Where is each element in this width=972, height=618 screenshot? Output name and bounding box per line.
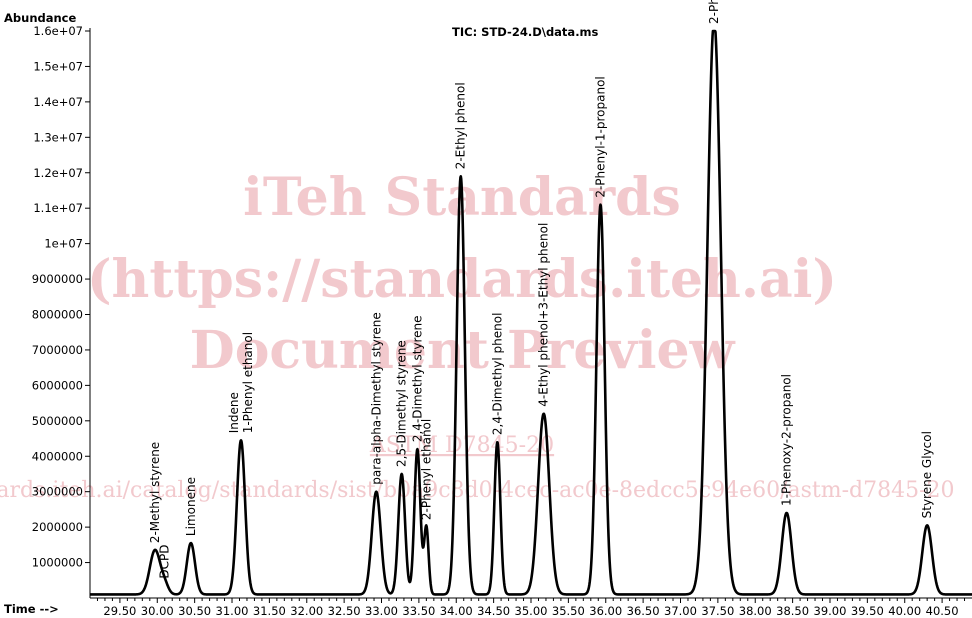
peak-label: 2,4-Dimethyl styrene	[410, 315, 424, 442]
peak-label: 2-Phenyl-1-propanol	[594, 76, 608, 197]
y-tick-label: 1.2e+07	[33, 166, 83, 180]
peak-label: 2-Ethyl phenol	[454, 82, 468, 169]
peak-label: 1-Phenyl ethanol	[241, 332, 255, 433]
x-tick-label: 39.00	[814, 604, 847, 618]
tic-trace-line	[89, 29, 972, 596]
x-tick-label: 32.50	[328, 604, 361, 618]
x-tick-label: 29.50	[103, 604, 136, 618]
x-tick-label: 34.00	[440, 604, 473, 618]
y-tick-label: 1.6e+07	[33, 24, 83, 38]
y-tick-label: 1.3e+07	[33, 130, 83, 144]
x-axis-label: Time -->	[4, 602, 59, 616]
y-tick-label: 8000000	[32, 308, 83, 322]
watermark-line-5: https://standards.iteh.ai/catalog/standa…	[0, 478, 955, 503]
peak-label: 1-Phenoxy-2-propanol	[780, 374, 794, 506]
x-tick-label: 30.00	[141, 604, 174, 618]
x-tick-label: 37.50	[701, 604, 734, 618]
x-tick-label: 32.00	[290, 604, 323, 618]
y-tick-label: 7000000	[32, 343, 83, 357]
peak-label: 2,5-Dimethyl styrene	[395, 340, 409, 467]
peak-label: para-alpha-Dimethyl styrene	[369, 312, 383, 484]
x-tick-label: 34.50	[477, 604, 510, 618]
watermark-line-4: ASTM D7845-20	[369, 433, 554, 458]
x-tick-label: 30.50	[178, 604, 211, 618]
peak-label: Styrene Glycol	[920, 431, 934, 518]
x-tick-label: 39.50	[851, 604, 884, 618]
x-tick-label: 36.50	[627, 604, 660, 618]
y-tick-label: 4000000	[32, 449, 83, 463]
x-tick-label: 35.50	[552, 604, 585, 618]
x-tick-label: 38.00	[739, 604, 772, 618]
y-tick-label: 1.1e+07	[33, 201, 83, 215]
chart-title: TIC: STD-24.D\data.ms	[452, 25, 599, 39]
x-tick-label: 33.00	[365, 604, 398, 618]
y-tick-label: 1.5e+07	[33, 59, 83, 73]
x-tick-label: 40.00	[888, 604, 921, 618]
y-tick-label: 2000000	[32, 520, 83, 534]
peak-label: 2-Phenyl ethanol	[419, 419, 433, 520]
peak-label: 4-Ethyl phenol+3-Ethyl phenol	[537, 223, 551, 407]
y-tick-label: 3000000	[32, 485, 83, 499]
x-tick-label: 38.50	[776, 604, 809, 618]
x-tick-label: 31.00	[216, 604, 249, 618]
y-axis-label: Abundance	[4, 11, 77, 25]
x-tick-label: 33.50	[402, 604, 435, 618]
watermark: iTeh Standards (https://standards.iteh.a…	[0, 167, 955, 503]
watermark-line-2: (https://standards.iteh.ai)	[87, 249, 837, 310]
x-tick-label: 36.00	[589, 604, 622, 618]
watermark-line-3: Document Preview	[190, 320, 736, 381]
x-axis-ticks: 29.50 30.00 30.50 31.00 31.50 32.00 32.50 33.00…	[96, 598, 966, 618]
peak-label: 2-Phenoxy ethanol	[707, 0, 721, 24]
y-tick-label: 1.4e+07	[33, 95, 83, 109]
x-tick-label: 31.50	[253, 604, 286, 618]
x-tick-label: 35.00	[515, 604, 548, 618]
peak-label: 2,4-Dimethyl phenol	[490, 313, 504, 436]
y-tick-label: 5000000	[32, 414, 83, 428]
x-tick-label: 37.00	[664, 604, 697, 618]
peak-label: 2-Methyl styrene	[148, 442, 162, 543]
y-tick-label: 1e+07	[44, 237, 83, 251]
y-tick-label: 1000000	[32, 556, 83, 570]
peak-label: Indene	[227, 392, 241, 433]
x-tick-label: 40.50	[926, 604, 959, 618]
y-axis-ticks: 1000000 2000000 3000000 4000000 5000000 60000…	[32, 24, 90, 570]
y-tick-label: 6000000	[32, 378, 83, 392]
peak-label: Limonene	[184, 477, 198, 536]
peak-label: DCPD	[158, 544, 172, 578]
y-tick-label: 9000000	[32, 272, 83, 286]
